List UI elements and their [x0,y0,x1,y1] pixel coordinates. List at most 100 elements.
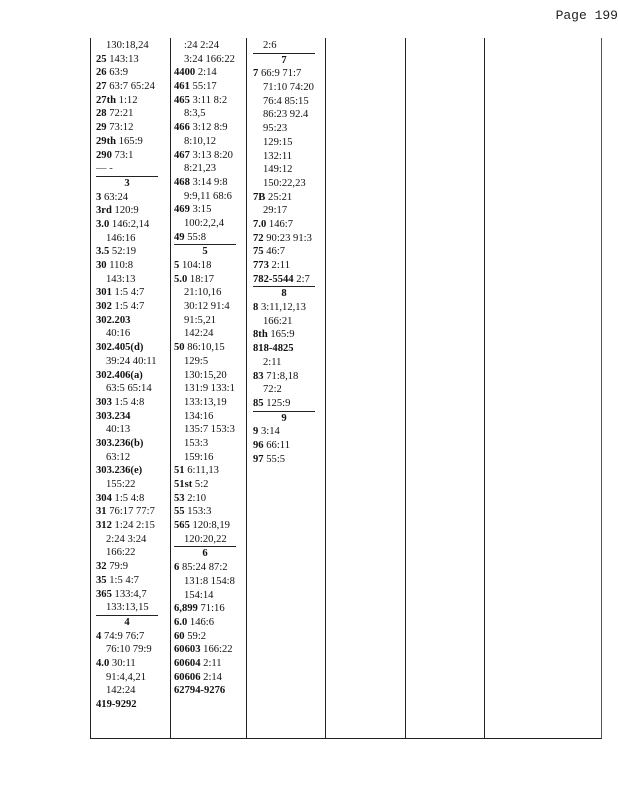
index-continuation: 132:11 [263,150,293,162]
index-term: 3rd [96,205,112,217]
index-term: 3.5 [96,246,110,258]
index-term: 303.236(b) [96,437,144,449]
index-term: 469 [174,204,190,216]
index-term: 465 [174,94,190,106]
index-entry: 7B 25:21 [253,191,315,205]
index-continuation: 63:5 65:14 [106,383,152,395]
index-entry: 303 1:5 4:8 [96,396,158,410]
page-line-refs: 85:24 87:2 [181,562,228,574]
index-term: 3.0 [96,218,110,230]
index-continuation: 91:5,21 [184,314,217,326]
index-continuation: 63:12 [106,451,131,463]
index-entry: 6.0 146:6 [174,616,236,630]
index-term: 303.236(e) [96,465,143,477]
page-line-refs: 3:11,12,13 [260,302,306,314]
index-entry: 75 46:7 [253,245,315,259]
index-continuation: 76:4 85:15 [263,95,309,107]
page-line-refs: 146:7 [268,218,294,230]
index-term: 312 [96,520,112,532]
index-entry: 304 1:5 4:8 [96,492,158,506]
page-line-refs: 46:7 [266,246,286,258]
index-entry: 26 63:9 [96,66,158,80]
page-line-refs: 2:11 [203,657,222,669]
page-line-refs: 1:5 4:8 [114,492,145,504]
index-entry: 6 85:24 87:2 [174,561,236,575]
page-line-refs: 3:13 8:20 [192,149,233,161]
index-column-3: 2:6 7 7 66:9 71:7 71:10 74:20 76:4 85:15 86:2… [253,39,315,466]
page-line-refs: 146:6 [189,616,215,628]
page-line-refs: 3:14 9:8 [192,176,228,188]
index-entry: 30 110:8 [96,259,158,273]
index-entry: 302.203 [96,314,158,328]
index-continuation: 159:16 [184,451,214,463]
index-entry: 25 143:13 [96,53,158,67]
page-line-refs: 73:1 [114,149,134,161]
page-line-refs: 1:5 4:8 [114,396,145,408]
index-entry: 312 1:24 2:15 [96,519,158,533]
index-entry: 303.234 [96,410,158,424]
index-continuation: 8:3,5 [184,108,206,120]
index-entry: 32 79:9 [96,560,158,574]
index-term: 4 [96,630,102,642]
index-term: 773 [253,260,269,271]
index-term: 50 [174,342,185,354]
index-entry: 467 3:13 8:20 [174,149,236,163]
page-line-refs: 5:2 [194,479,209,490]
index-entry: 83 71:8,18 [253,370,315,384]
page-line-refs: 125:9 [266,397,291,409]
page-line-refs: 74:9 76:7 [103,630,145,642]
column-divider [170,38,171,738]
index-term: 3 [96,191,102,203]
index-term: 301 [96,287,112,299]
index-continuation: 72:2 [263,384,282,396]
index-term: 7 [253,68,259,80]
index-entry: 29 73:12 [96,121,158,135]
page-line-refs: 2:11 [271,260,290,271]
page-line-refs: 143:13 [109,53,139,65]
index-continuation: 142:24 [106,685,136,697]
index-term: 8 [253,302,259,314]
index-continuation: 86:23 92.4 [263,109,309,121]
index-term: 468 [174,176,190,188]
index-entry: 60 59:2 [174,630,236,644]
page-line-refs: 120:9 [114,205,139,217]
index-entry: 290 73:1 [96,149,158,163]
page-line-refs: 90:23 91:3 [266,232,312,244]
index-term: 4.0 [96,657,110,669]
index-term: 818-4825 [253,343,294,355]
page-line-refs: 120:8,19 [192,520,230,532]
index-continuation: 155:22 [106,479,136,490]
page-line-refs: 55:17 [192,81,217,93]
index-entry: 365 133:4,7 [96,588,158,602]
index-term: 365 [96,588,112,600]
page-line-refs: 2:7 [296,273,310,285]
index-term: 5 [174,260,180,271]
index-entry: 301 1:5 4:7 [96,286,158,300]
index-term: 302.405(d) [96,342,144,354]
index-entry: 4 74:9 76:7 [96,630,158,644]
index-term: 7.0 [253,218,267,230]
index-entry: 3.5 52:19 [96,245,158,259]
index-continuation: 134:16 [184,410,214,422]
index-term: 53 [174,492,185,504]
index-continuation: 142:24 [184,328,214,340]
index-continuation: 76:10 79:9 [106,644,152,656]
index-continuation: 40:13 [106,424,131,436]
index-continuation: 71:10 74:20 [263,82,314,94]
page-line-refs: 63:24 [103,191,129,203]
index-term: 26 [96,67,107,79]
index-continuation: 150:22,23 [263,177,306,189]
index-continuation: 131:8 154:8 [184,575,235,587]
index-continuation: 40:16 [106,328,131,340]
separator-mark: — - [96,163,113,175]
index-entry: 5 104:18 [174,259,236,273]
section-heading: 6 [174,546,236,561]
page-line-refs: 71:8,18 [266,370,299,382]
index-term: 51st [174,479,193,490]
page-line-refs: 66:9 71:7 [260,68,302,80]
index-continuation: 100:2,2,4 [184,217,225,229]
index-term: 302.203 [96,314,131,326]
index-term: 302.406(a) [96,369,143,381]
index-entry: 60604 2:11 [174,657,236,671]
index-term: 51 [174,465,185,477]
